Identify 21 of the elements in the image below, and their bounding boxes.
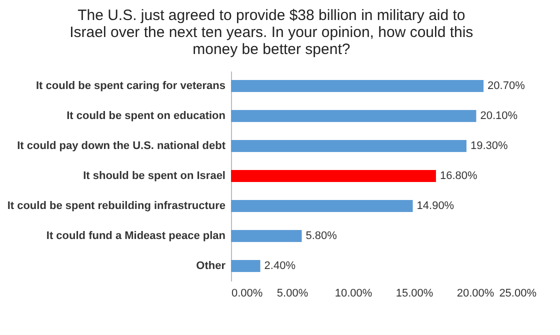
data-label: 16.80% (440, 170, 478, 182)
y-tick-label: It should be spent on Israel (83, 170, 226, 182)
x-tick-label: 15.00% (396, 288, 434, 300)
y-tick-label: It could be spent on education (66, 110, 226, 122)
x-tick-label: 20.00% (456, 288, 494, 300)
data-label: 2.40% (264, 260, 296, 272)
data-label: 20.70% (488, 80, 526, 92)
data-label: 19.30% (470, 140, 508, 152)
data-label: 20.10% (480, 110, 518, 122)
x-tick-label: 5.00% (276, 288, 308, 300)
x-tick-label: 10.00% (334, 288, 372, 300)
x-tick-label: 0.00% (232, 288, 263, 300)
y-tick-label: Other (196, 260, 226, 272)
data-label: 14.90% (416, 200, 454, 212)
y-tick-label: It could fund a Mideast peace plan (46, 230, 226, 242)
y-tick-label: It could be spent caring for veterans (36, 80, 226, 92)
data-label: 5.80% (306, 230, 338, 242)
y-tick-label: It could be spent rebuilding infrastructure (7, 200, 226, 212)
chart-title: The U.S. just agreed to provide $38 billion in military aid to Israel over the next ten years. In your opinion, how could this money be better spent? (70, 7, 474, 58)
x-tick-label: 25.00% (499, 288, 537, 300)
y-tick-label: It could pay down the U.S. national debt (17, 140, 226, 152)
